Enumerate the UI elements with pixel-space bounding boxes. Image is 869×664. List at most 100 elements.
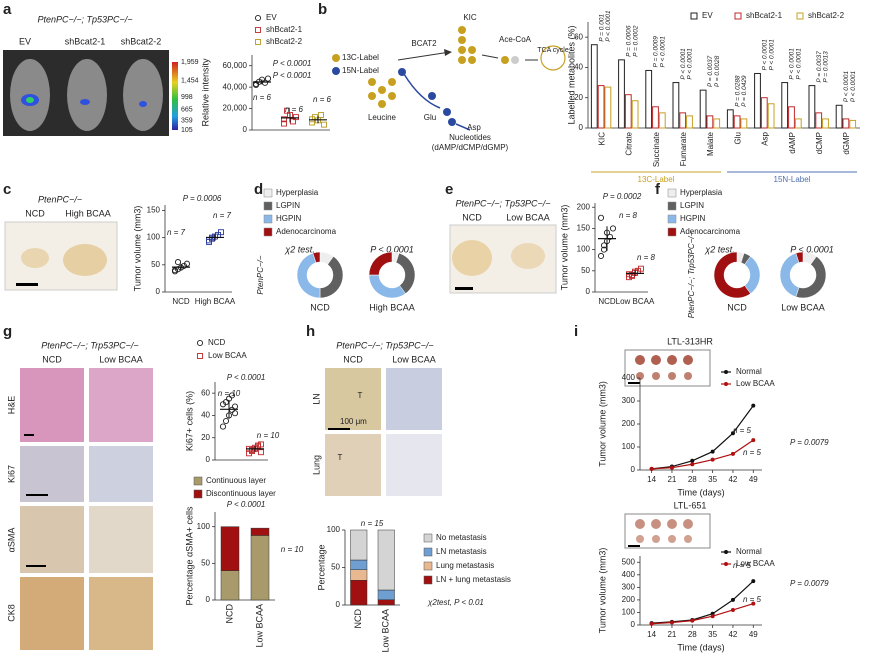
legend-label: LN metastasis <box>436 547 487 556</box>
point <box>649 621 654 626</box>
dot <box>609 225 617 232</box>
y-tick-label: 0 <box>206 455 211 464</box>
line <box>651 439 754 470</box>
p-value: P < 0.0001 <box>680 48 687 80</box>
legend-dot <box>724 562 728 566</box>
x-tick-label: 35 <box>708 475 717 484</box>
y-tick-label: 40,000 <box>223 82 248 91</box>
bar <box>788 106 795 129</box>
x-axis-label: Time (days) <box>677 487 724 497</box>
y-tick-label: 60,000 <box>223 61 248 70</box>
annotation: n = 5 <box>743 448 762 457</box>
column-label: NCD <box>42 354 62 364</box>
dot <box>174 259 182 266</box>
bar <box>624 94 632 129</box>
bar-segment <box>250 527 270 536</box>
legend-label: Low BCAA <box>208 351 247 360</box>
image-text: 100 μm <box>340 417 367 426</box>
y-tick-label: 100 <box>622 442 636 451</box>
x-tick-label: 21 <box>667 630 676 639</box>
image-text: T <box>358 391 363 400</box>
x-tick-label: 49 <box>749 475 758 484</box>
bar <box>686 115 693 129</box>
legend-label: Hyperplasia <box>276 188 319 197</box>
bar <box>781 82 789 129</box>
point <box>669 465 674 470</box>
y-tick-label: 40 <box>574 63 583 72</box>
bar <box>631 100 639 129</box>
annotation: P < 0.0001 <box>273 59 312 68</box>
annotation: n = 8 <box>619 211 638 220</box>
y-tick-label: 400 <box>622 373 636 382</box>
donut-slice <box>368 274 406 299</box>
y-tick-label: 60 <box>574 32 583 41</box>
y-tick-label: 50 <box>581 266 590 275</box>
annotation: P < 0.0001 <box>273 71 312 80</box>
genotype: PtenPC−/− <box>38 194 82 204</box>
legend-swatch <box>263 201 273 211</box>
dot <box>218 229 224 236</box>
legend-dot <box>724 550 728 554</box>
legend-label: Hyperplasia <box>680 188 723 197</box>
signal <box>80 99 90 105</box>
bar-segment <box>377 599 395 606</box>
row-label: LN <box>311 393 321 405</box>
panel-letter: h <box>306 323 315 340</box>
annotation: P = 0.0002 <box>603 192 642 201</box>
dot <box>321 121 327 128</box>
legend-label: Discontinuous layer <box>206 489 276 498</box>
row-label: αSMA <box>6 528 16 553</box>
legend-label: Low BCAA <box>736 559 775 568</box>
bar-segment <box>350 580 368 606</box>
organ <box>21 248 49 268</box>
legend-label: Adenocarcinoma <box>276 227 337 236</box>
genotype: PtenPC−/−; Tp53PC−/− <box>37 14 132 24</box>
p-value: P < 0.0001 <box>850 71 857 103</box>
legend-swatch <box>734 12 742 20</box>
x-tick-label: 42 <box>728 630 737 639</box>
legend-label: shBcat2-2 <box>808 11 845 20</box>
legend-swatch <box>263 188 273 198</box>
legend-label: HGPIN <box>680 214 706 223</box>
annotation: n = 10 <box>257 431 280 440</box>
organ <box>452 240 492 276</box>
dot <box>258 441 264 448</box>
image-label: EV <box>19 36 31 46</box>
image-label: NCD <box>25 208 45 218</box>
organ <box>63 244 107 276</box>
row-label: PtenPC−/−; Trp53PC−/− <box>687 231 696 318</box>
x-tick-label: Malate <box>706 131 715 156</box>
bar <box>842 118 850 129</box>
dot <box>255 442 261 449</box>
point <box>751 579 756 584</box>
x-tick-label: 28 <box>688 630 697 639</box>
legend-label: shBcat2-1 <box>266 25 303 34</box>
x-tick-label: 49 <box>749 630 758 639</box>
legend-swatch <box>667 214 677 224</box>
y-tick-label: 300 <box>622 582 636 591</box>
histology-grid <box>20 368 153 650</box>
legend-dot <box>332 67 340 75</box>
bar <box>618 59 625 129</box>
y-tick-label: 100 <box>327 525 341 534</box>
row-label: PtenPC−/− <box>256 255 265 294</box>
image-label: NCD <box>462 212 482 222</box>
dot <box>318 112 324 118</box>
p-value: P = 0.001 <box>598 14 605 42</box>
y-tick-label: 500 <box>622 557 636 566</box>
legend-label: Normal <box>736 367 762 376</box>
legend-dot <box>724 382 728 386</box>
bar-segment <box>250 535 270 601</box>
annotation: n = 6 <box>313 95 332 104</box>
x-tick-label: 14 <box>647 630 656 639</box>
bar <box>672 82 680 129</box>
annotation: P = 0.0079 <box>790 579 829 588</box>
dot <box>222 417 230 425</box>
y-tick-label: 100 <box>622 608 636 617</box>
donut-slice <box>713 251 751 299</box>
x-tick-label: 42 <box>728 475 737 484</box>
legend-swatch <box>263 227 273 237</box>
legend-swatch <box>667 201 677 211</box>
bar <box>767 103 775 129</box>
